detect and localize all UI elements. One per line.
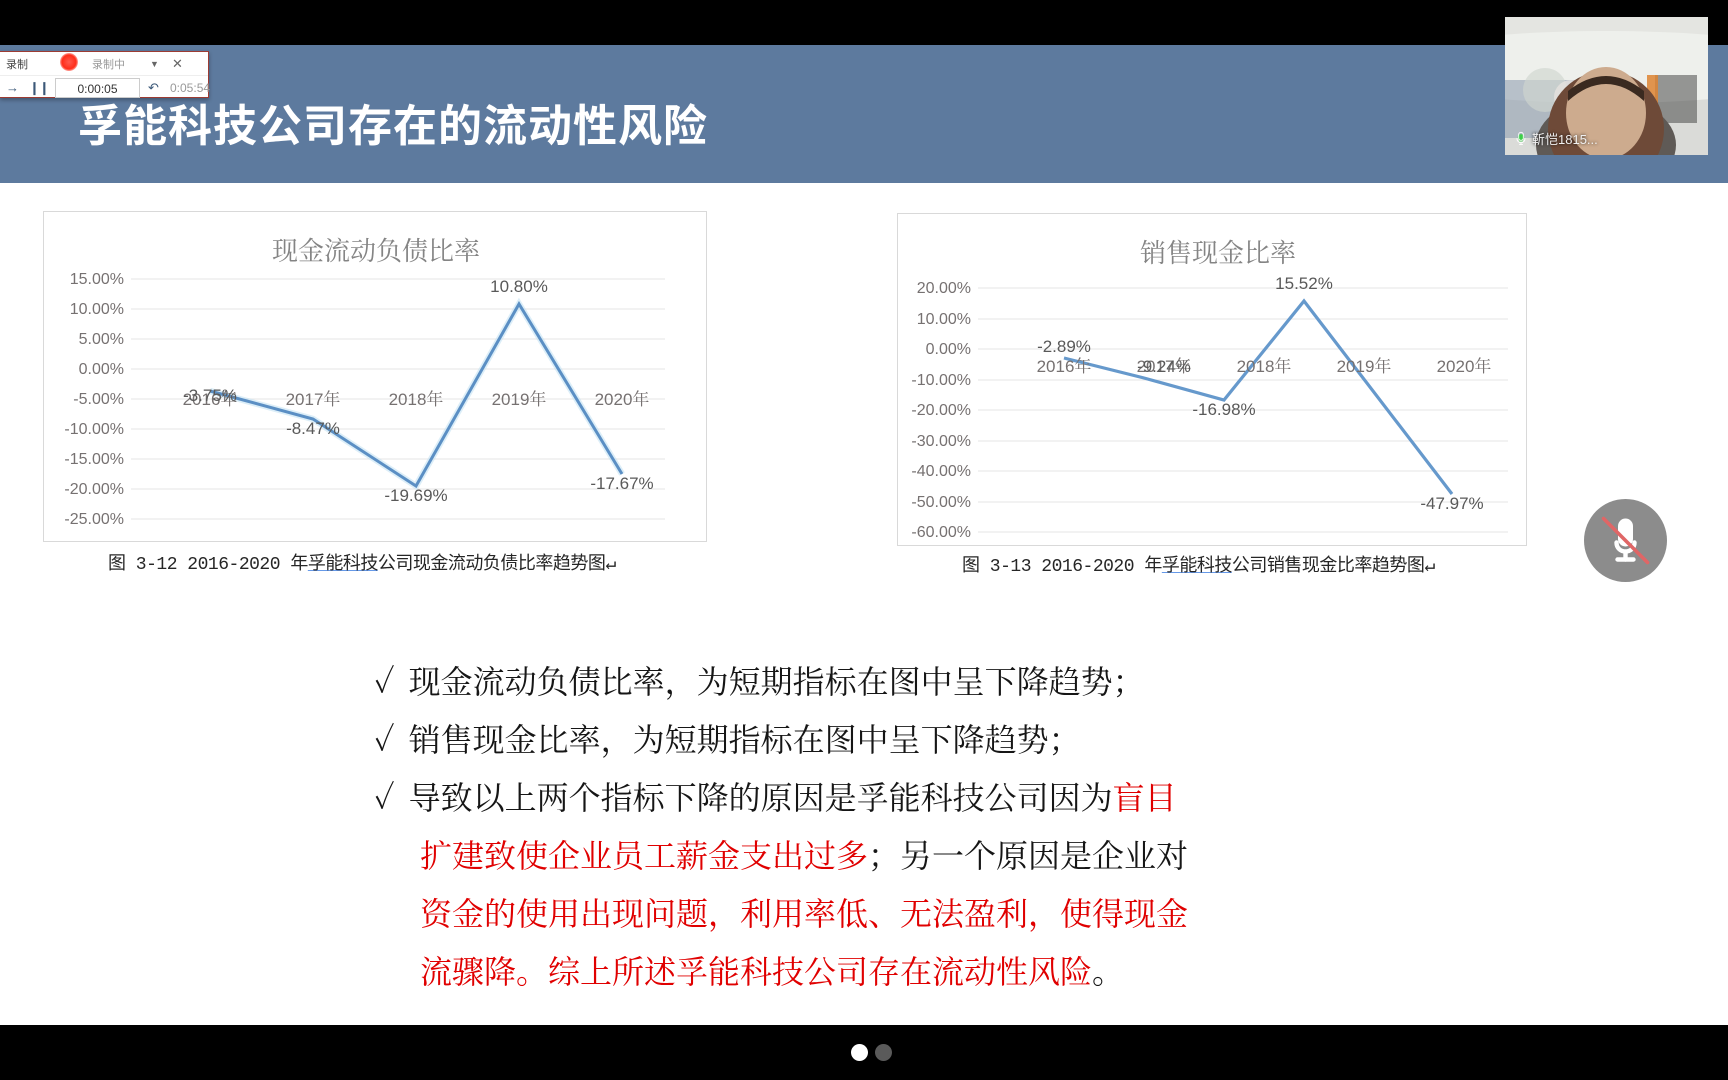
svg-text:-20.00%: -20.00% — [64, 481, 124, 498]
svg-text:0.00%: 0.00% — [79, 361, 124, 378]
svg-text:-2.89%: -2.89% — [1037, 337, 1091, 356]
svg-text:-15.00%: -15.00% — [64, 451, 124, 468]
svg-text:2020年: 2020年 — [595, 389, 650, 409]
svg-text:2016年: 2016年 — [1037, 356, 1092, 376]
svg-text:5.00%: 5.00% — [79, 331, 124, 348]
svg-text:-16.98%: -16.98% — [1192, 400, 1255, 419]
svg-text:2018年: 2018年 — [389, 389, 444, 409]
svg-text:-10.00%: -10.00% — [64, 421, 124, 438]
svg-text:-5.00%: -5.00% — [73, 391, 124, 408]
svg-text:-47.97%: -47.97% — [1420, 494, 1483, 513]
svg-text:现金流动负债比率: 现金流动负债比率 — [272, 231, 480, 268]
svg-text:-30.00%: -30.00% — [911, 433, 971, 450]
svg-text:-40.00%: -40.00% — [911, 463, 971, 480]
svg-text:2019年: 2019年 — [492, 389, 547, 409]
svg-text:15.52%: 15.52% — [1275, 274, 1333, 293]
svg-text:-9.24%: -9.24% — [1137, 357, 1191, 376]
svg-text:-60.00%: -60.00% — [911, 524, 971, 541]
svg-text:-25.00%: -25.00% — [64, 511, 124, 528]
svg-text:2019年: 2019年 — [1337, 356, 1392, 376]
svg-text:2020年: 2020年 — [1437, 356, 1492, 376]
svg-text:-8.47%: -8.47% — [286, 419, 340, 438]
svg-text:10.80%: 10.80% — [490, 277, 548, 296]
svg-text:-19.69%: -19.69% — [384, 486, 447, 505]
svg-text:20.00%: 20.00% — [917, 280, 971, 297]
svg-text:销售现金比率: 销售现金比率 — [1140, 233, 1296, 270]
svg-text:15.00%: 15.00% — [70, 271, 124, 288]
svg-text:-17.67%: -17.67% — [590, 474, 653, 493]
svg-text:-3.75%: -3.75% — [183, 386, 237, 405]
svg-text:-20.00%: -20.00% — [911, 402, 971, 419]
svg-text:2018年: 2018年 — [1237, 356, 1292, 376]
svg-text:0.00%: 0.00% — [926, 341, 971, 358]
svg-text:-50.00%: -50.00% — [911, 494, 971, 511]
svg-text:2017年: 2017年 — [286, 389, 341, 409]
svg-text:10.00%: 10.00% — [917, 311, 971, 328]
svg-text:-10.00%: -10.00% — [911, 372, 971, 389]
svg-text:10.00%: 10.00% — [70, 301, 124, 318]
